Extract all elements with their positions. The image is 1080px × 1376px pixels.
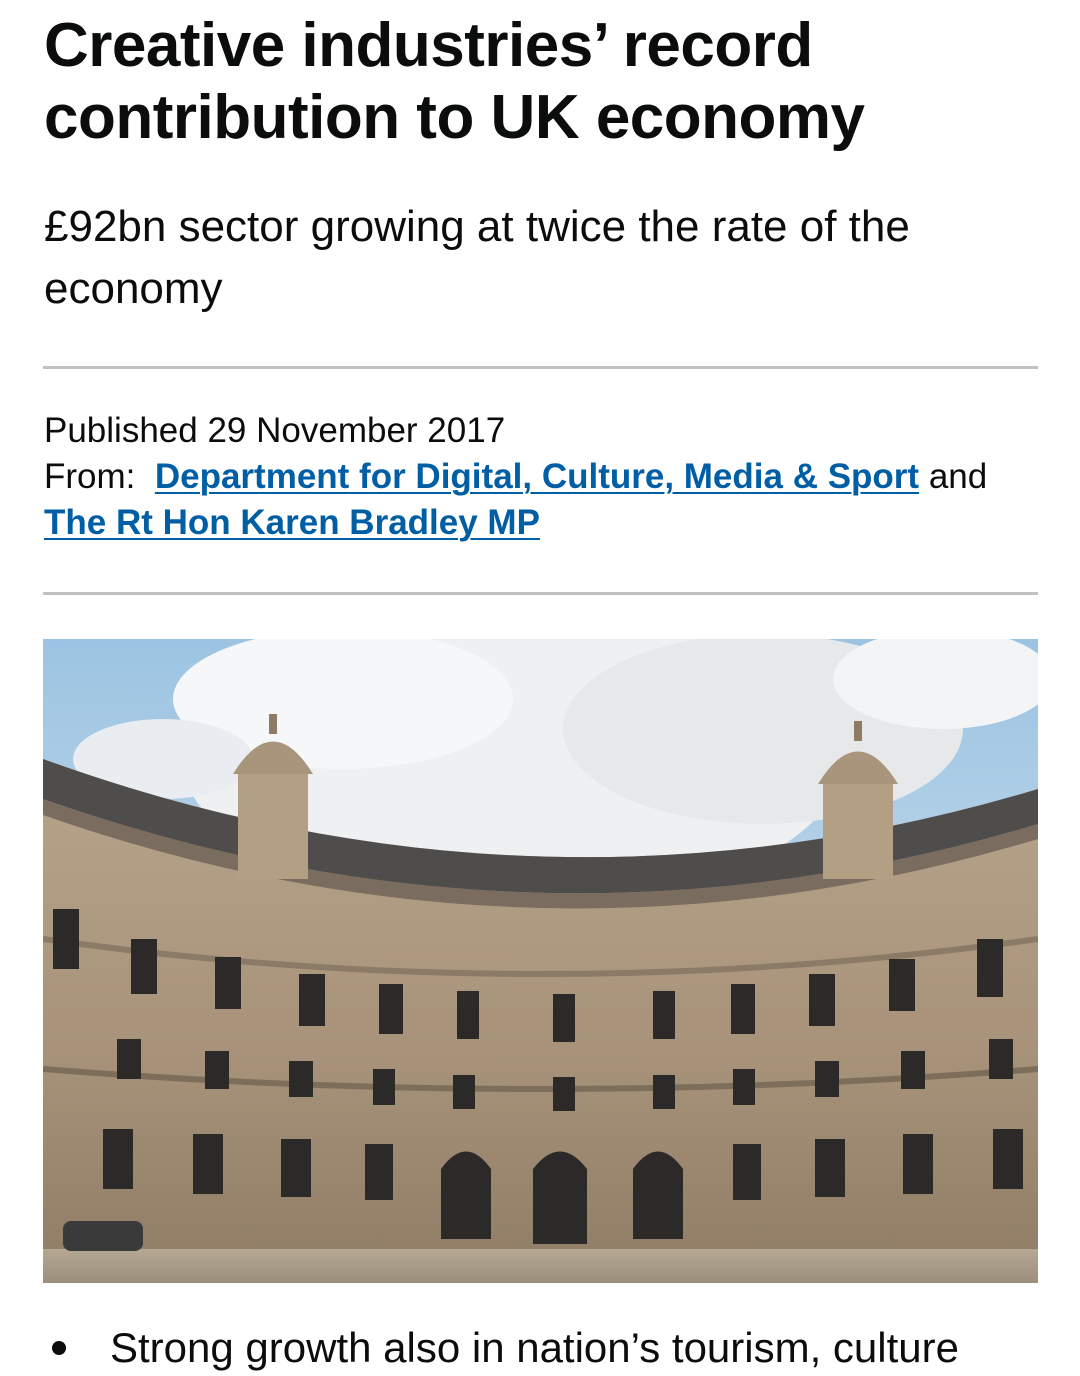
department-link[interactable]: Department for Digital, Culture, Media &…	[154, 457, 920, 496]
page-title: Creative industries’ record contribution…	[44, 11, 865, 152]
bullet-text: Strong growth also in nation’s tourism, …	[110, 1324, 959, 1371]
page-summary: £92bn sector growing at twice the rate o…	[44, 202, 910, 313]
hero-image	[43, 639, 1038, 1283]
from-line: From: Department for Digital, Culture, M…	[44, 454, 1034, 546]
joiner-text: and	[928, 457, 988, 496]
bullet-list-item: Strong growth also in nation’s tourism, …	[44, 1320, 1044, 1376]
published-date: 29 November 2017	[207, 411, 506, 450]
publication-metadata: Published 29 November 2017 From: Departm…	[44, 408, 1034, 546]
bullet-marker	[52, 1340, 66, 1355]
from-label: From:	[44, 457, 136, 496]
published-line: Published 29 November 2017	[44, 408, 1034, 454]
minister-link[interactable]: The Rt Hon Karen Bradley MP	[44, 503, 540, 542]
divider	[43, 366, 1038, 369]
published-prefix: Published	[44, 411, 198, 450]
divider	[43, 592, 1038, 595]
